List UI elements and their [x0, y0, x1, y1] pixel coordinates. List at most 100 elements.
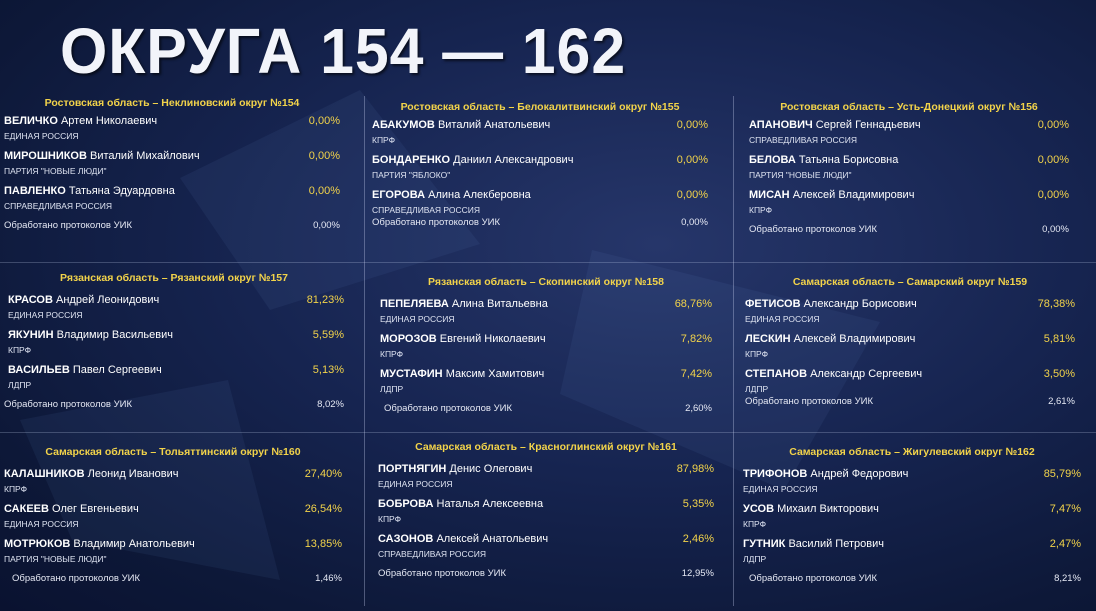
district-panel-155: Ростовская область – Белокалитвинский ок…	[372, 101, 708, 228]
candidate-name: МУСТАФИН Максим Хамитович	[380, 368, 544, 380]
candidate-given-name: Андрей Федорович	[810, 468, 909, 480]
district-header: Рязанская область – Скопинский округ №15…	[428, 276, 664, 288]
candidate-row: МИСАН Алексей Владимирович 0,00%	[749, 189, 1069, 201]
district-panel-158: Рязанская область – Скопинский округ №15…	[380, 276, 712, 414]
candidate-party: СПРАВЕДЛИВАЯ РОССИЯ	[372, 205, 480, 215]
candidate-surname: БЕЛОВА	[749, 154, 796, 166]
processed-percent: 0,00%	[1042, 224, 1069, 235]
candidate-name: БЕЛОВА Татьяна Борисовна	[749, 154, 898, 166]
district-header: Рязанская область – Рязанский округ №157	[60, 272, 288, 284]
processed-percent: 0,00%	[313, 220, 340, 231]
candidate-row: САКЕЕВ Олег Евгеньевич 26,54%	[4, 503, 342, 515]
district-panel-161: Самарская область – Красноглинский округ…	[378, 441, 714, 579]
candidate-given-name: Татьяна Борисовна	[798, 154, 899, 166]
candidate-party: ЕДИНАЯ РОССИЯ	[8, 310, 83, 320]
candidate-percent: 26,54%	[304, 503, 342, 515]
candidate-given-name: Алина Алекберовна	[428, 189, 531, 201]
candidate-row: ФЕТИСОВ Александр Борисович 78,38%	[745, 298, 1075, 310]
candidate-party: КПРФ	[8, 345, 32, 355]
district-header: Самарская область – Самарский округ №159	[792, 276, 1028, 288]
candidate-surname: ЕГОРОВА	[372, 189, 426, 201]
candidate-name: САКЕЕВ Олег Евгеньевич	[4, 503, 139, 515]
candidate-percent: 0,00%	[676, 119, 708, 131]
processed-percent: 8,21%	[1054, 573, 1081, 584]
candidate-given-name: Алина Витальевна	[451, 298, 548, 310]
candidate-party: КПРФ	[380, 349, 404, 359]
processed-label: Обработано протоколов УИК	[749, 573, 877, 584]
candidate-given-name: Владимир Анатольевич	[73, 538, 195, 550]
processed-label: Обработано протоколов УИК	[378, 568, 506, 579]
candidate-row: ПОРТНЯГИН Денис Олегович 87,98%	[378, 463, 714, 475]
candidate-row: ЛЕСКИН Алексей Владимирович 5,81%	[745, 333, 1075, 345]
candidate-row: МИРОШНИКОВ Виталий Михайлович 0,00%	[4, 150, 340, 162]
candidate-percent: 27,40%	[304, 468, 342, 480]
candidate-party: КПРФ	[743, 519, 767, 529]
district-header: Ростовская область – Усть-Донецкий округ…	[780, 101, 1038, 113]
candidate-surname: ГУТНИК	[743, 538, 786, 550]
candidate-row: БОНДАРЕНКО Даниил Александрович 0,00%	[372, 154, 708, 166]
candidate-row: ВЕЛИЧКО Артем Николаевич 0,00%	[4, 115, 340, 127]
candidate-percent: 0,00%	[308, 150, 340, 162]
candidate-name: ЯКУНИН Владимир Васильевич	[8, 329, 173, 341]
candidate-party: КПРФ	[4, 484, 28, 494]
candidate-name: САЗОНОВ Алексей Анатольевич	[378, 533, 548, 545]
candidate-row: ТРИФОНОВ Андрей Федорович 85,79%	[743, 468, 1081, 480]
candidate-surname: ЯКУНИН	[8, 329, 54, 341]
candidate-row: ЯКУНИН Владимир Васильевич 5,59%	[4, 329, 344, 341]
candidate-party: ЛДПР	[743, 554, 767, 564]
district-header: Самарская область – Тольяттинский округ …	[45, 446, 301, 458]
candidate-given-name: Сергей Геннадьевич	[815, 119, 921, 131]
processed-percent: 8,02%	[317, 399, 344, 410]
candidate-percent: 87,98%	[676, 463, 714, 475]
candidate-name: КРАСОВ Андрей Леонидович	[8, 294, 159, 306]
candidate-row: ЕГОРОВА Алина Алекберовна 0,00%	[372, 189, 708, 201]
candidate-surname: МУСТАФИН	[380, 368, 443, 380]
candidate-row: САЗОНОВ Алексей Анатольевич 2,46%	[378, 533, 714, 545]
candidate-surname: АПАНОВИЧ	[749, 119, 813, 131]
candidate-surname: МОТРЮКОВ	[4, 538, 71, 550]
candidate-percent: 5,81%	[1043, 333, 1075, 345]
district-panel-162: Самарская область – Жигулевский округ №1…	[743, 446, 1081, 584]
candidate-percent: 5,35%	[682, 498, 714, 510]
candidate-party: ЛДПР	[380, 384, 404, 394]
candidate-percent: 7,82%	[680, 333, 712, 345]
candidate-row: МОТРЮКОВ Владимир Анатольевич 13,85%	[4, 538, 342, 550]
candidate-party: ЕДИНАЯ РОССИЯ	[4, 131, 79, 141]
candidate-percent: 0,00%	[1037, 154, 1069, 166]
district-panel-157: Рязанская область – Рязанский округ №157…	[4, 272, 344, 410]
processed-row: Обработано протоколов УИК 0,00%	[4, 220, 340, 231]
candidate-given-name: Владимир Васильевич	[56, 329, 173, 341]
candidate-percent: 3,50%	[1043, 368, 1075, 380]
candidate-surname: ПОРТНЯГИН	[378, 463, 447, 475]
candidate-given-name: Максим Хамитович	[445, 368, 545, 380]
candidate-name: ФЕТИСОВ Александр Борисович	[745, 298, 917, 310]
candidate-party: ЕДИНАЯ РОССИЯ	[378, 479, 453, 489]
candidate-percent: 2,46%	[682, 533, 714, 545]
candidate-given-name: Артем Николаевич	[60, 115, 158, 127]
candidate-row: АБАКУМОВ Виталий Анатольевич 0,00%	[372, 119, 708, 131]
candidate-given-name: Алексей Владимирович	[792, 189, 915, 201]
candidate-given-name: Андрей Леонидович	[56, 294, 160, 306]
candidate-party: ЛДПР	[745, 384, 769, 394]
candidate-name: БОБРОВА Наталья Алексеевна	[378, 498, 543, 510]
candidate-name: ТРИФОНОВ Андрей Федорович	[743, 468, 908, 480]
candidate-given-name: Александр Борисович	[803, 298, 917, 310]
processed-label: Обработано протоколов УИК	[372, 217, 500, 228]
candidate-party: КПРФ	[372, 135, 396, 145]
candidate-surname: ПАВЛЕНКО	[4, 185, 66, 197]
district-header: Самарская область – Красноглинский округ…	[415, 441, 677, 453]
district-panel-156: Ростовская область – Усть-Донецкий округ…	[749, 101, 1069, 235]
candidate-surname: МИСАН	[749, 189, 790, 201]
candidate-surname: ЛЕСКИН	[745, 333, 791, 345]
candidate-given-name: Алексей Анатольевич	[436, 533, 549, 545]
candidate-given-name: Александр Сергеевич	[810, 368, 923, 380]
district-header: Самарская область – Жигулевский округ №1…	[789, 446, 1035, 458]
candidate-row: ПЕПЕЛЯЕВА Алина Витальевна 68,76%	[380, 298, 712, 310]
candidate-name: БОНДАРЕНКО Даниил Александрович	[372, 154, 573, 166]
candidate-given-name: Татьяна Эдуардовна	[68, 185, 175, 197]
candidate-row: БЕЛОВА Татьяна Борисовна 0,00%	[749, 154, 1069, 166]
candidate-name: СТЕПАНОВ Александр Сергеевич	[745, 368, 922, 380]
candidate-name: ЛЕСКИН Алексей Владимирович	[745, 333, 915, 345]
column-divider	[733, 96, 734, 606]
candidate-name: АБАКУМОВ Виталий Анатольевич	[372, 119, 550, 131]
